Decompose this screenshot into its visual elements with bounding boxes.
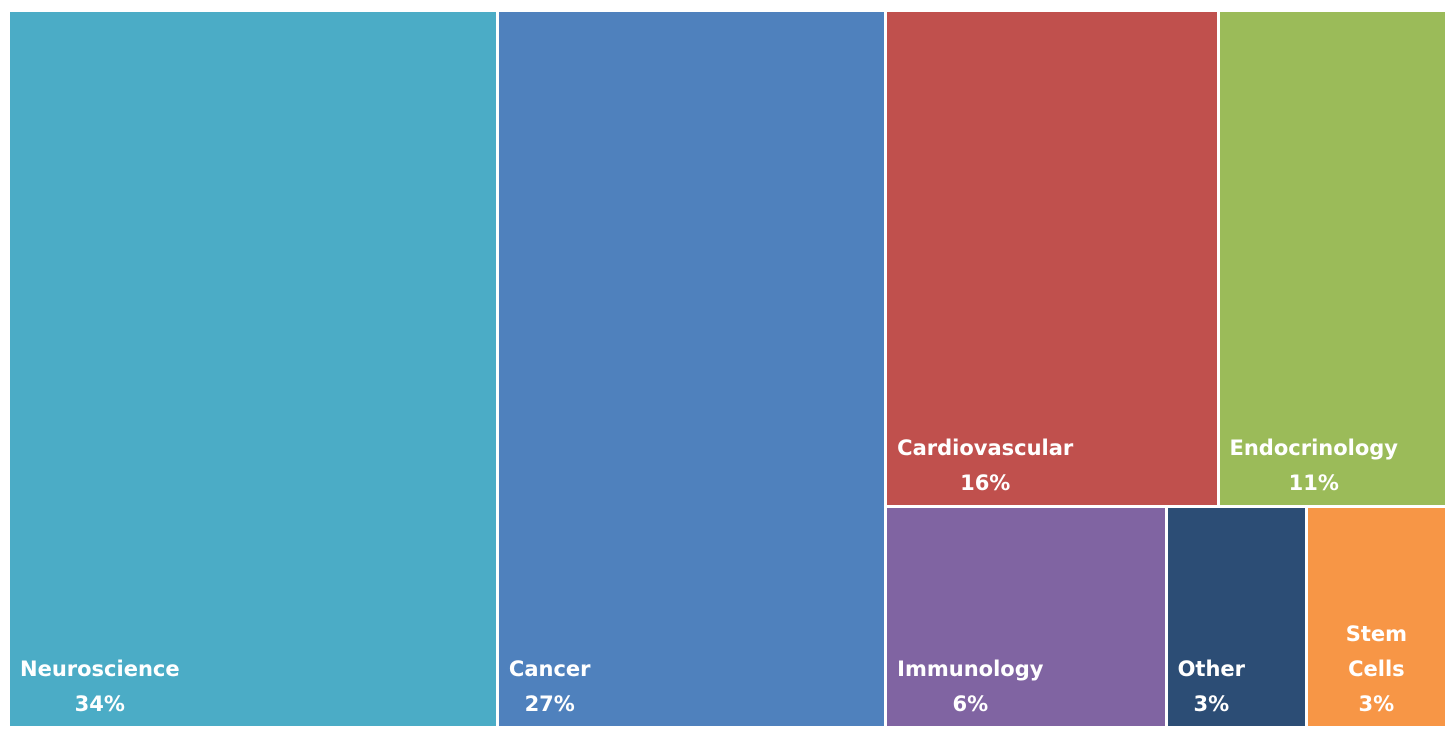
tile: Stem Cells 3% [1307,508,1445,726]
tile-label: Other 3% [1178,652,1245,722]
category-label: Other [1177,656,1246,681]
value-label: 3% [1193,691,1230,716]
value-label: 27% [524,692,575,716]
category-label: Endocrinology [1229,436,1398,461]
tile-label: Neuroscience 34% [20,652,180,722]
tile: Neuroscience 34% [10,12,496,726]
category-label: Cancer [508,657,591,681]
tile: Endocrinology 11% [1219,12,1445,506]
tile-label: Immunology 6% [897,652,1043,722]
category-label: Stem Cells [1345,621,1408,681]
tile-label: Endocrinology 11% [1230,431,1398,501]
value-label: 3% [1358,691,1395,716]
tile: Cancer 27% [498,12,885,726]
value-label: 16% [960,471,1011,496]
category-label: Cardiovascular [897,436,1074,461]
category-label: Neuroscience [20,657,180,681]
tile: Immunology 6% [887,508,1165,726]
tile-label: Stem Cells 3% [1318,617,1435,722]
tile-label: Cardiovascular 16% [897,431,1073,501]
value-label: 11% [1288,471,1339,496]
value-label: 6% [952,691,989,716]
tile: Other 3% [1167,508,1305,726]
tile: Cardiovascular 16% [887,12,1217,506]
category-label: Immunology [897,656,1044,681]
value-label: 34% [74,692,125,716]
tile-label: Cancer 27% [509,652,591,722]
